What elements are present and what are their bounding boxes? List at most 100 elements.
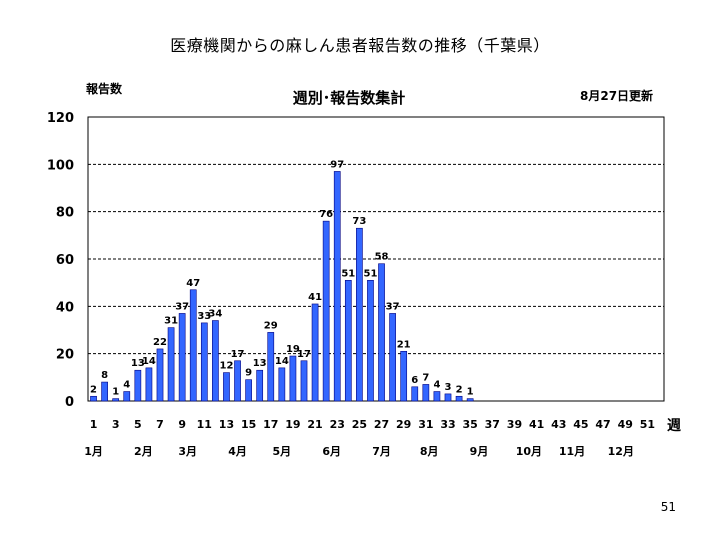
x-tick-label: 49 xyxy=(618,418,633,431)
data-label-week-4: 4 xyxy=(123,380,130,391)
x-tick-label: 19 xyxy=(285,418,300,431)
month-label: 10月 xyxy=(516,445,542,458)
bar-week-29 xyxy=(400,350,408,402)
bar-week-15 xyxy=(245,379,252,402)
data-label-week-28: 37 xyxy=(386,301,400,312)
x-tick-label: 41 xyxy=(529,418,544,431)
data-label-week-14: 17 xyxy=(231,349,245,360)
bar-week-3 xyxy=(112,398,120,402)
data-label-week-2: 8 xyxy=(101,370,108,381)
data-label-week-29: 21 xyxy=(397,339,411,350)
bar-week-34 xyxy=(455,395,463,402)
y-tick-label: 40 xyxy=(56,300,74,315)
x-tick-label: 47 xyxy=(595,418,610,431)
bar-week-24 xyxy=(344,279,352,402)
data-label-week-30: 6 xyxy=(411,375,418,386)
x-tick-label: 15 xyxy=(241,418,256,431)
bar-week-21 xyxy=(311,303,319,402)
x-tick-label: 51 xyxy=(640,418,655,431)
bar-week-12 xyxy=(212,320,219,402)
month-labels: 1月 2月 3月 4月 5月 6月 7月 8月 9月 10月 11月 12月 xyxy=(84,445,634,458)
month-label: 11月 xyxy=(559,445,585,458)
x-tick-label: 43 xyxy=(551,418,566,431)
bar-week-33 xyxy=(444,393,452,402)
bar-week-11 xyxy=(200,322,208,402)
x-tick-label: 45 xyxy=(573,418,588,431)
bar-week-2 xyxy=(101,381,108,402)
data-label-week-3: 1 xyxy=(112,387,119,398)
data-label-week-34: 2 xyxy=(456,384,463,395)
y-axis-ticks: 0 20 40 60 80 100 120 xyxy=(47,111,74,410)
x-tick-label: 39 xyxy=(507,418,522,431)
x-tick-label: 1 xyxy=(90,418,98,431)
x-tick-label: 29 xyxy=(396,418,411,431)
data-label-week-9: 37 xyxy=(175,301,189,312)
bar-week-6 xyxy=(145,367,153,402)
x-tick-label: 27 xyxy=(374,418,389,431)
bar-week-31 xyxy=(422,384,430,402)
x-tick-label: 23 xyxy=(330,418,345,431)
data-label-week-22: 76 xyxy=(319,209,333,220)
bar-week-23 xyxy=(333,171,341,402)
x-tick-label: 13 xyxy=(219,418,234,431)
data-label-week-32: 4 xyxy=(433,380,440,391)
bar-week-14 xyxy=(234,360,241,402)
x-axis-ticks: 1 3 5 7 9 11 13 15 17 19 21 23 25 27 29 31 33 35 37 39 41 43 4… xyxy=(90,418,655,431)
data-label-week-33: 3 xyxy=(445,382,452,393)
update-note: 8月27日更新 xyxy=(580,88,653,103)
data-labels: 2814131422313747333412179132914191741769… xyxy=(90,159,474,397)
bar-week-4 xyxy=(123,391,131,402)
month-label: 2月 xyxy=(134,445,153,458)
bar-week-17 xyxy=(267,332,275,402)
bar-week-22 xyxy=(322,220,330,402)
bar-week-16 xyxy=(256,369,264,402)
x-tick-label: 25 xyxy=(352,418,367,431)
data-label-week-10: 47 xyxy=(186,278,200,289)
data-label-week-27: 58 xyxy=(375,252,389,263)
bar-week-19 xyxy=(289,355,297,402)
x-tick-label: 21 xyxy=(307,418,322,431)
x-tick-label: 3 xyxy=(112,418,120,431)
month-label: 7月 xyxy=(372,445,391,458)
data-label-week-21: 41 xyxy=(308,292,322,303)
bar-week-13 xyxy=(223,372,230,402)
bar-week-18 xyxy=(278,367,286,402)
month-label: 3月 xyxy=(178,445,197,458)
data-label-week-23: 97 xyxy=(330,159,344,170)
x-tick-label: 17 xyxy=(263,418,278,431)
x-tick-label: 31 xyxy=(418,418,433,431)
month-label: 9月 xyxy=(470,445,489,458)
month-label: 12月 xyxy=(608,445,634,458)
bar-week-1 xyxy=(90,395,97,402)
data-label-week-12: 34 xyxy=(208,309,222,320)
data-label-week-17: 29 xyxy=(264,320,278,331)
y-tick-label: 120 xyxy=(47,111,74,126)
bars xyxy=(90,171,474,402)
bar-week-9 xyxy=(178,313,186,402)
x-tick-label: 9 xyxy=(178,418,186,431)
y-tick-label: 0 xyxy=(65,395,74,410)
month-label: 4月 xyxy=(228,445,247,458)
x-tick-label: 5 xyxy=(134,418,142,431)
y-tick-label: 20 xyxy=(56,348,74,363)
data-label-week-8: 31 xyxy=(164,316,178,327)
data-label-week-26: 51 xyxy=(364,268,378,279)
bar-week-28 xyxy=(389,313,396,402)
bar-week-26 xyxy=(367,279,374,402)
data-label-week-1: 2 xyxy=(90,384,97,395)
data-label-week-35: 1 xyxy=(467,387,474,398)
bar-week-35 xyxy=(466,398,474,402)
chart-title: 週別･報告数集計 xyxy=(293,89,406,107)
bar-week-32 xyxy=(433,391,441,402)
x-axis-label: 週 xyxy=(667,418,681,434)
page-number: 51 xyxy=(660,500,676,514)
y-axis-label: 報告数 xyxy=(86,81,123,96)
x-tick-label: 37 xyxy=(485,418,500,431)
data-label-week-19: 19 xyxy=(286,344,300,355)
data-label-week-6: 14 xyxy=(142,356,156,367)
bar-week-20 xyxy=(300,360,308,402)
month-label: 5月 xyxy=(273,445,292,458)
data-label-week-31: 7 xyxy=(422,372,429,383)
bar-week-25 xyxy=(356,227,363,402)
bar-week-10 xyxy=(189,289,197,402)
